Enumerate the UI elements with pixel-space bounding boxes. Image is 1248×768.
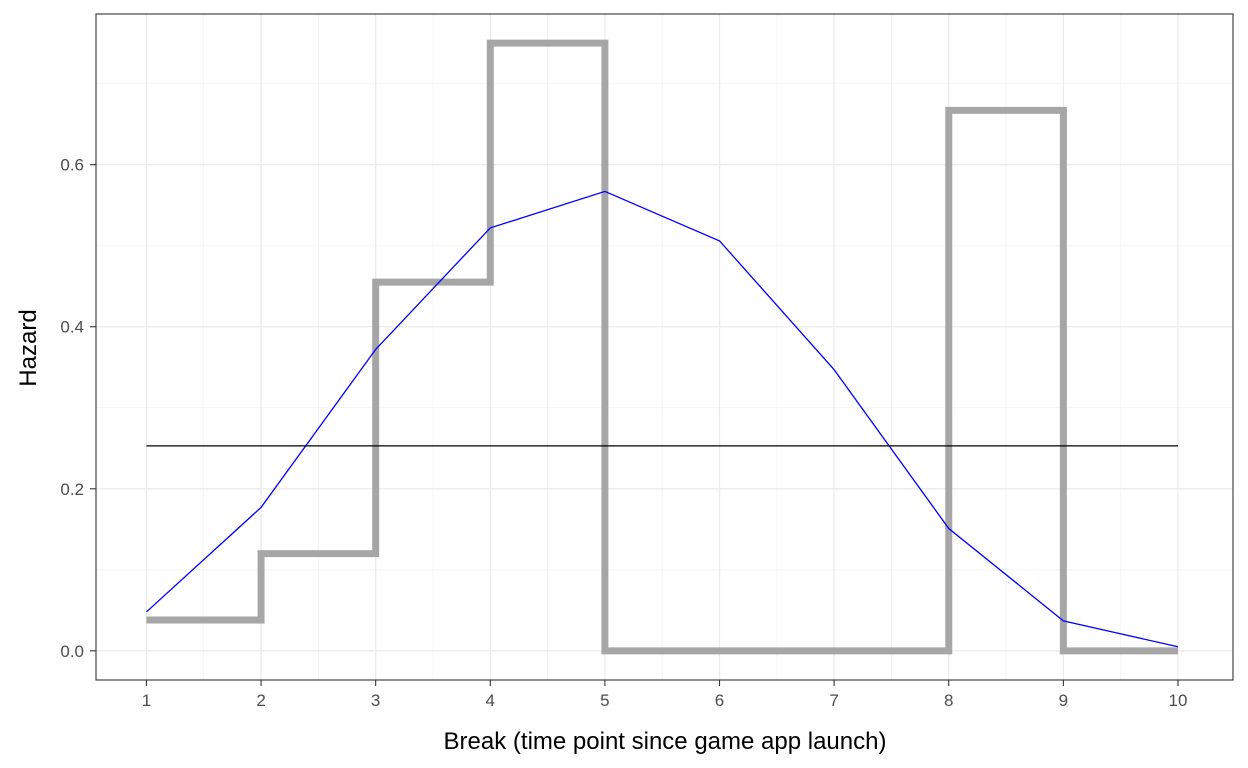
x-axis: 1 2 3 4 5 6 7 8 9 10 bbox=[142, 680, 1188, 710]
series-layer bbox=[145, 39, 1179, 655]
y-tick-label: 0.2 bbox=[60, 480, 84, 499]
x-tick-label: 9 bbox=[1059, 691, 1068, 710]
x-tick-label: 5 bbox=[600, 691, 609, 710]
x-tick-label: 6 bbox=[715, 691, 724, 710]
y-tick-label: 0.0 bbox=[60, 642, 84, 661]
x-tick-label: 10 bbox=[1169, 691, 1188, 710]
x-axis-title: Break (time point since game app launch) bbox=[444, 728, 887, 755]
y-axis: 0.0 0.2 0.4 0.6 bbox=[60, 156, 96, 661]
x-tick-label: 7 bbox=[829, 691, 838, 710]
x-tick-label: 3 bbox=[371, 691, 380, 710]
y-tick-label: 0.4 bbox=[60, 318, 84, 337]
x-tick-label: 2 bbox=[256, 691, 265, 710]
y-axis-title: Hazard bbox=[15, 309, 42, 386]
plot-background bbox=[96, 14, 1233, 680]
x-tick-label: 1 bbox=[142, 691, 151, 710]
minor-gridlines bbox=[96, 14, 1233, 680]
plot-border bbox=[95, 13, 1234, 681]
series-step-line bbox=[146, 39, 1178, 655]
x-tick-label: 4 bbox=[486, 691, 495, 710]
x-tick-label: 8 bbox=[944, 691, 953, 710]
y-tick-label: 0.6 bbox=[60, 156, 84, 175]
series-fitted-line bbox=[145, 190, 1179, 648]
